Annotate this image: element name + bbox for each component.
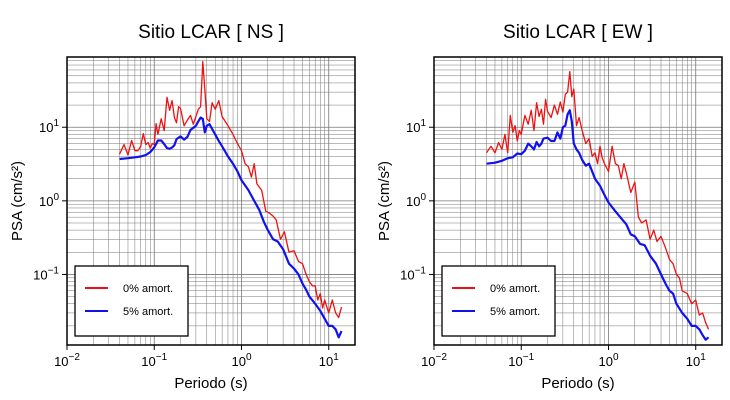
x-tick-label: 10−2 bbox=[421, 352, 447, 369]
chart-title: Sitio LCAR [ NS ] bbox=[138, 22, 284, 43]
series-line-amort-0 bbox=[118, 60, 343, 319]
legend: 0% amort. 5% amort. bbox=[74, 265, 189, 337]
y-axis-label: PSA (cm/s²) bbox=[9, 161, 26, 241]
chart-panel-2: 10−2 10−1 100 101 10−1 100 101 Sitio LCAR [ EW … bbox=[376, 22, 723, 392]
y-axis-label: PSA (cm/s²) bbox=[376, 161, 393, 241]
series-line-amort-5 bbox=[486, 109, 710, 341]
legend: 0% amort. 5% amort. bbox=[441, 265, 556, 337]
y-tick-label: 10−1 bbox=[400, 265, 426, 282]
y-tick-label: 101 bbox=[406, 118, 426, 135]
x-tick-label: 101 bbox=[319, 352, 339, 369]
legend-box bbox=[441, 265, 556, 337]
x-axis-label: Periodo (s) bbox=[541, 375, 614, 392]
chart-panel-1: 10−2 10−1 100 101 10−1 100 101 Sitio LCAR [ NS … bbox=[9, 22, 356, 392]
x-axis-label: Periodo (s) bbox=[174, 375, 247, 392]
legend-entry-label: 5% amort. bbox=[123, 306, 173, 318]
legend-entry-label: 0% amort. bbox=[123, 283, 173, 295]
chart-title: Sitio LCAR [ EW ] bbox=[503, 22, 653, 43]
x-tick-label: 10−2 bbox=[54, 352, 80, 369]
legend-entry-label: 0% amort. bbox=[490, 283, 540, 295]
series-line-amort-0 bbox=[485, 70, 710, 330]
y-tick-label: 101 bbox=[39, 118, 59, 135]
y-tick-label: 10−1 bbox=[33, 265, 59, 282]
x-tick-label: 100 bbox=[598, 352, 618, 369]
y-tick-label: 100 bbox=[406, 192, 426, 209]
x-tick-label: 10−1 bbox=[508, 352, 534, 369]
y-tick-label: 100 bbox=[39, 192, 59, 209]
legend-box bbox=[74, 265, 189, 337]
x-tick-label: 10−1 bbox=[141, 352, 167, 369]
series-line-amort-5 bbox=[119, 116, 343, 339]
legend-entry-label: 5% amort. bbox=[490, 306, 540, 318]
x-tick-label: 101 bbox=[686, 352, 706, 369]
x-tick-label: 100 bbox=[231, 352, 251, 369]
